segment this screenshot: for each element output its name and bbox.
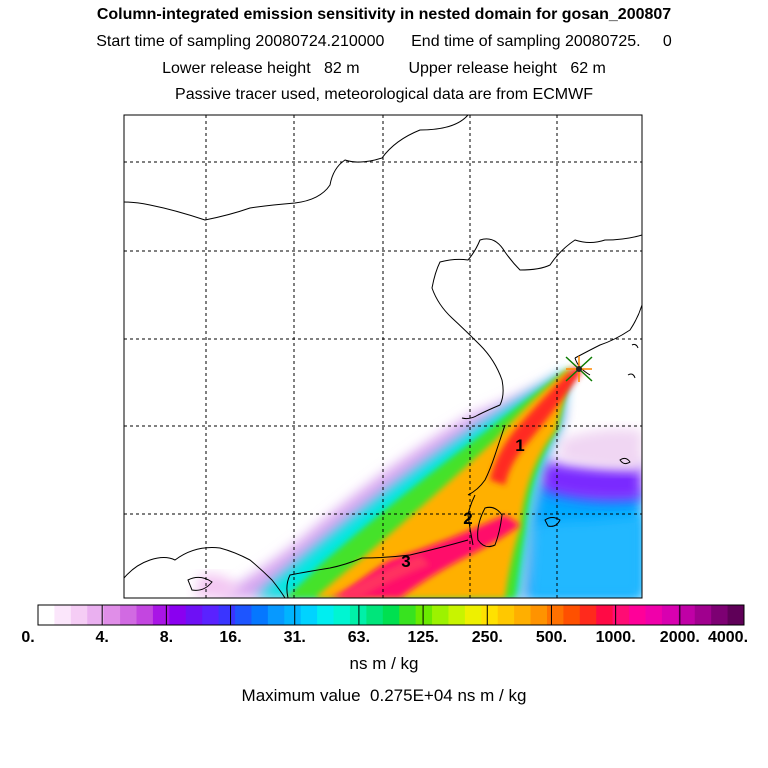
sampling-time-line: Start time of sampling 20080724.210000 E…: [96, 33, 672, 50]
colorbar-tick-label: 31.: [283, 629, 306, 646]
colorbar-swatch: [267, 605, 285, 625]
colorbar-swatch: [103, 605, 121, 625]
colorbar-tick-label: 0.: [21, 629, 35, 646]
colorbar-swatch: [202, 605, 220, 625]
colorbar-tick-label: 500.: [535, 629, 568, 646]
colorbar-swatch: [235, 605, 252, 625]
colorbar-swatch: [711, 605, 729, 625]
colorbar-swatch: [596, 605, 614, 625]
graticule: [124, 115, 642, 598]
colorbar-swatch: [530, 605, 548, 625]
colorbar-swatch: [678, 605, 696, 625]
plume-label-2: 2: [463, 509, 472, 528]
colorbar-swatch: [579, 605, 597, 625]
colorbar-swatch: [629, 605, 646, 625]
colorbar-border: [37, 604, 745, 626]
colorbar-swatch: [38, 605, 55, 625]
colorbar-tick-label: 1000.: [595, 629, 636, 646]
colorbar-tick-label: 250.: [471, 629, 503, 646]
plume-label-3: 3: [401, 552, 410, 571]
maximum-value-line: Maximum value 0.275E+04 ns m / kg: [241, 686, 527, 705]
tracer-info-line: Passive tracer used, meteorological data…: [175, 86, 593, 103]
colorbar-swatch: [136, 605, 154, 625]
colorbar-swatch: [70, 605, 88, 625]
colorbar-swatch: [169, 605, 187, 625]
colorbar-swatch: [317, 605, 335, 625]
colorbar-swatch: [218, 605, 236, 625]
colorbar-swatch: [333, 605, 351, 625]
colorbar-tick-label: 4000.: [707, 629, 749, 646]
colorbar-tick-label: 125.: [407, 629, 439, 646]
colorbar-swatch: [497, 605, 515, 625]
colorbar-swatch: [120, 605, 138, 625]
colorbar-swatch: [448, 605, 466, 625]
colorbar-swatch: [563, 605, 581, 625]
colorbar-swatch: [612, 605, 630, 625]
colorbar-swatch: [415, 605, 433, 625]
plot-title: Column-integrated emission sensitivity i…: [96, 6, 672, 23]
colorbar-tick-label: 16.: [219, 629, 242, 646]
colorbar-swatch: [464, 605, 482, 625]
colorbar-tick-label: 8.: [159, 629, 174, 646]
colorbar-swatch: [300, 605, 318, 625]
colorbar-swatch: [645, 605, 663, 625]
release-height-line: Lower release height 82 m Upper release …: [162, 60, 606, 77]
colorbar-swatch: [546, 605, 564, 625]
colorbar-tick-label: 4.: [95, 629, 109, 646]
colorbar-swatch: [399, 605, 417, 625]
colorbar-swatch: [366, 605, 384, 625]
colorbar-swatch: [382, 605, 400, 625]
plume-label-1: 1: [515, 436, 524, 455]
star-marker: [565, 356, 593, 382]
colorbar-tick-label: 2000.: [659, 629, 700, 646]
colorbar-swatch: [514, 605, 532, 625]
colorbar-swatch: [481, 605, 499, 625]
colorbar: [37, 604, 745, 626]
colorbar-swatch: [251, 605, 269, 625]
sensitivity-field: [195, 366, 642, 598]
colorbar-swatch: [152, 605, 170, 625]
colorbar-swatch: [432, 605, 449, 625]
colorbar-swatch: [727, 605, 745, 625]
colorbar-units: ns m / kg: [349, 654, 419, 673]
colorbar-swatch: [87, 605, 105, 625]
colorbar-swatch: [54, 605, 72, 625]
colorbar-swatch: [185, 605, 203, 625]
colorbar-tick-label: 63.: [347, 629, 371, 646]
colorbar-swatch: [694, 605, 712, 625]
colorbar-swatch: [284, 605, 302, 625]
map-frame: [123, 114, 643, 599]
colorbar-swatch: [661, 605, 679, 625]
